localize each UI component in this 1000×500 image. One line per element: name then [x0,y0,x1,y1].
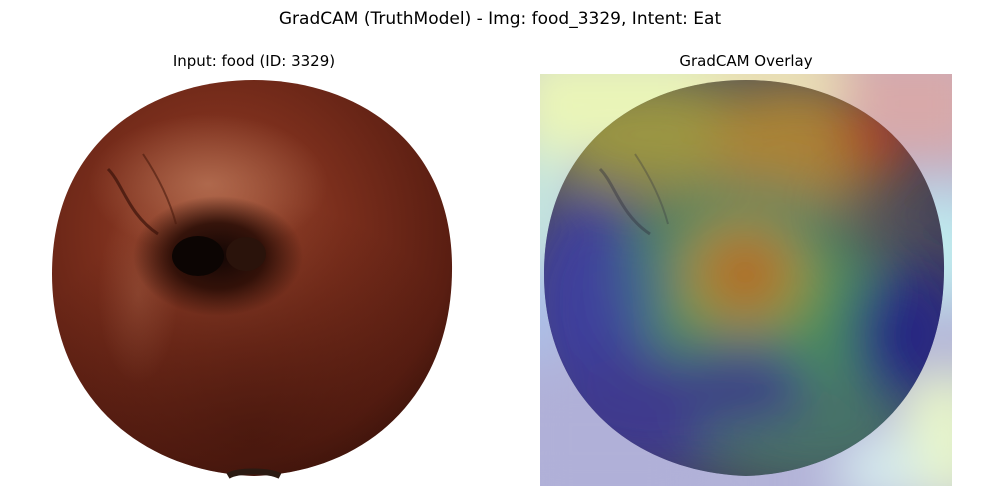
input-image-panel [48,74,460,486]
figure-title: GradCAM (TruthModel) - Img: food_3329, I… [278,9,722,29]
overlay-panel-title: GradCAM Overlay [679,52,813,70]
heatmap-apple-region [544,80,945,476]
input-panel-title: Input: food (ID: 3329) [172,52,336,70]
apple-image [48,74,460,486]
gradcam-overlay-panel [540,74,952,486]
gradcam-overlay-image [540,74,952,486]
